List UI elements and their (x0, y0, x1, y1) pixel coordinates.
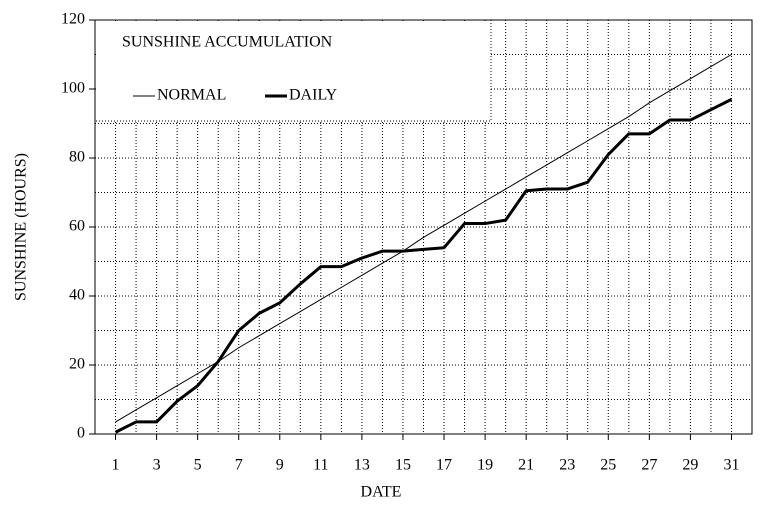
y-tick-label: 120 (61, 11, 85, 28)
y-tick-label: 0 (77, 425, 85, 442)
y-tick-label: 60 (69, 218, 85, 235)
y-axis-label: SUNSHINE (HOURS) (13, 153, 30, 301)
x-tick-label: 15 (395, 457, 411, 474)
x-tick-label: 3 (153, 457, 161, 474)
x-tick-label: 23 (559, 457, 575, 474)
x-tick-label: 27 (641, 457, 657, 474)
x-tick-label: 17 (436, 457, 452, 474)
x-tick-label: 1 (112, 457, 120, 474)
x-tick-label: 5 (194, 457, 202, 474)
legend-label: DAILY (289, 87, 338, 104)
legend-box (96, 21, 491, 121)
x-axis-label: DATE (361, 484, 402, 501)
x-tick-label: 29 (682, 457, 698, 474)
x-tick-label: 21 (518, 457, 534, 474)
chart-title: SUNSHINE ACCUMULATION (122, 34, 333, 51)
series-line (114, 98, 733, 434)
x-tick-label: 7 (235, 457, 243, 474)
x-tick-label: 19 (477, 457, 493, 474)
x-tick-label: 9 (276, 457, 284, 474)
y-tick-label: 100 (61, 80, 85, 97)
legend-label: NORMAL (157, 87, 226, 104)
y-tick-label: 20 (69, 356, 85, 373)
y-tick-label: 80 (69, 149, 85, 166)
x-tick-label: 11 (313, 457, 328, 474)
y-tick-label: 40 (69, 287, 85, 304)
x-tick-label: 25 (600, 457, 616, 474)
x-tick-label: 31 (723, 457, 739, 474)
x-tick-label: 13 (354, 457, 370, 474)
